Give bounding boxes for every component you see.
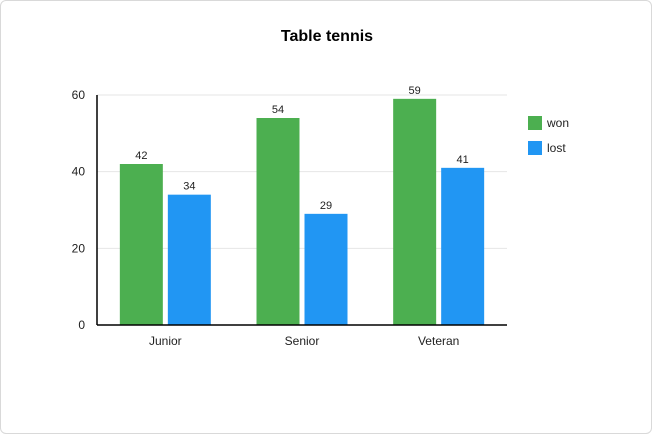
gridlines (97, 94, 507, 249)
y-axis: 0 20 40 60 (72, 88, 98, 332)
x-tick-label: Junior (149, 334, 182, 348)
data-label: 29 (320, 200, 332, 212)
data-label: 54 (272, 104, 284, 116)
y-tick-label: 0 (78, 318, 85, 332)
bar-lost-junior (167, 194, 211, 325)
x-tick-label: Senior (285, 334, 320, 348)
y-tick-label: 40 (72, 165, 86, 179)
data-label: 42 (135, 150, 147, 162)
bars: 42 34 54 29 59 41 (119, 85, 485, 325)
data-label: 41 (457, 154, 469, 166)
bar-won-veteran (393, 98, 437, 325)
legend-swatch-won (528, 116, 542, 130)
bar-won-junior (119, 164, 163, 325)
data-label: 34 (183, 181, 195, 193)
bar-lost-veteran (441, 167, 485, 325)
legend-label-won: won (546, 116, 569, 130)
x-axis: Junior Senior Veteran (97, 324, 507, 348)
legend: won lost (528, 116, 569, 155)
legend-swatch-lost (528, 141, 542, 155)
chart-title: Table tennis (281, 28, 373, 45)
legend-label-lost: lost (547, 141, 566, 155)
x-tick-label: Veteran (418, 334, 459, 348)
bar-won-senior (256, 118, 300, 325)
y-tick-label: 20 (72, 241, 86, 255)
y-tick-label: 60 (72, 88, 86, 102)
bar-lost-senior (304, 213, 348, 325)
data-label: 59 (409, 85, 421, 97)
